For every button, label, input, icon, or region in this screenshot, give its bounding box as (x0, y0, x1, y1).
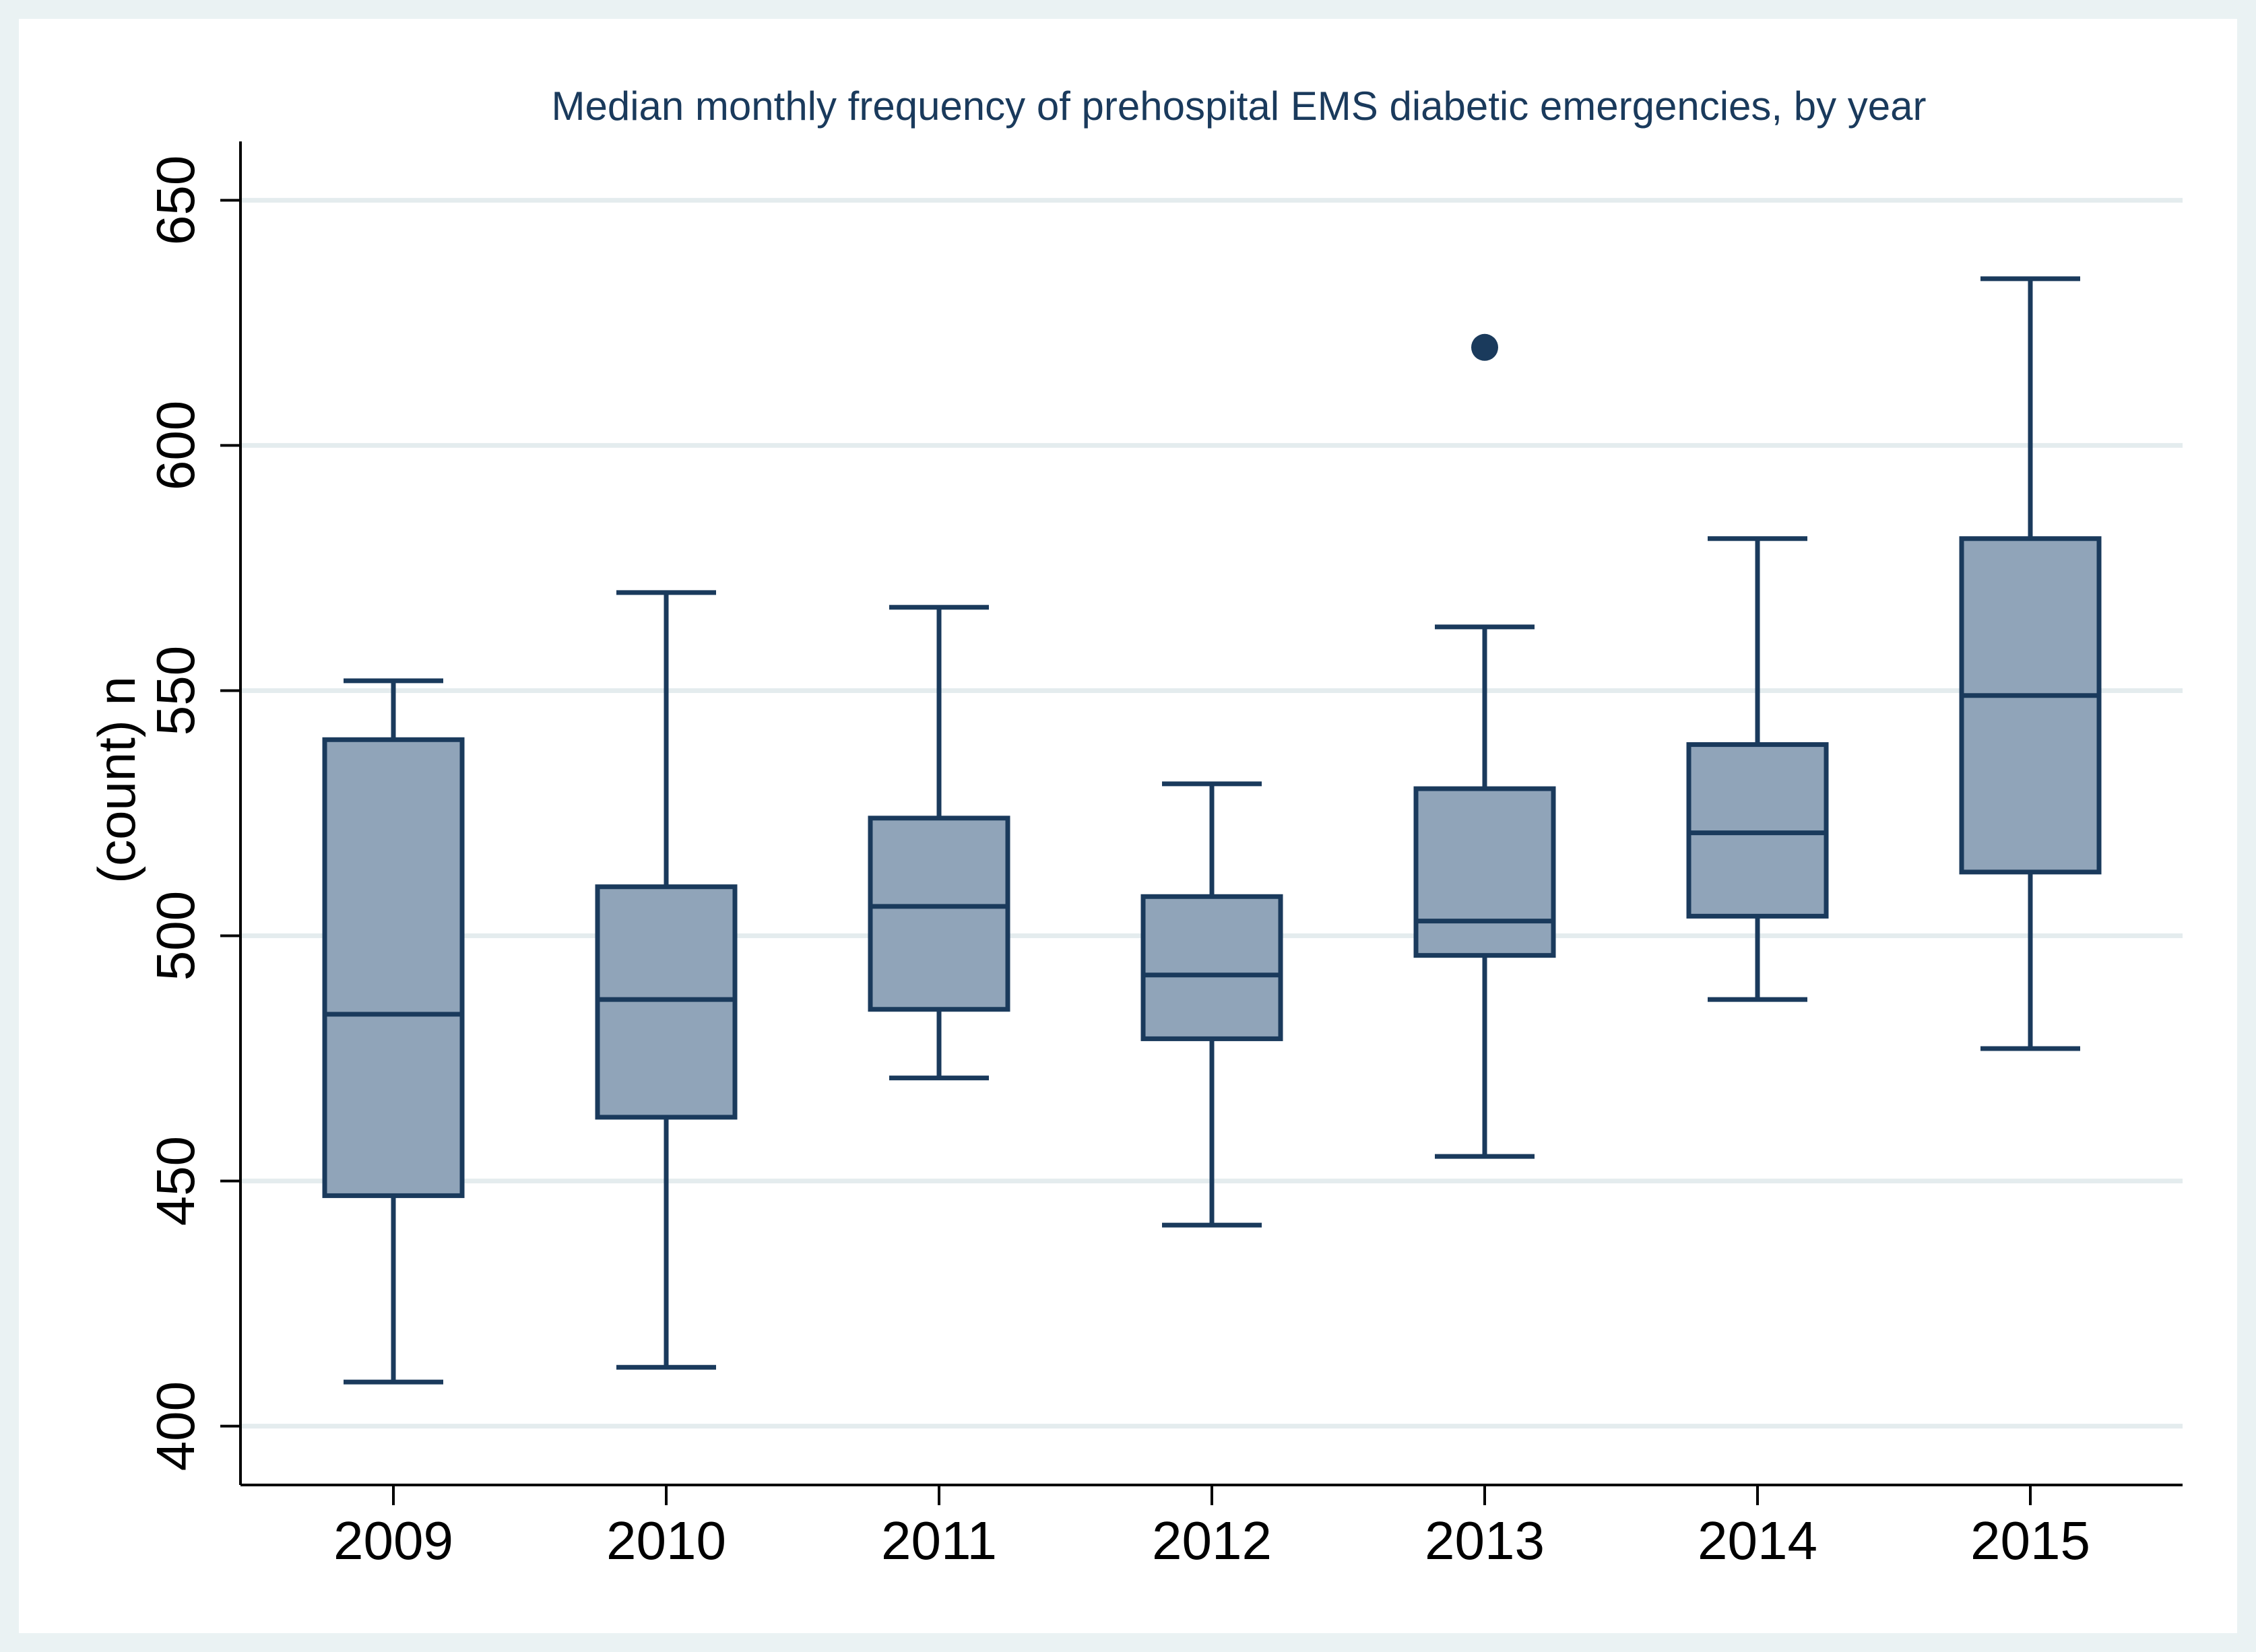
x-tick-label: 2013 (1425, 1511, 1545, 1571)
box-2013 (1413, 333, 1556, 1159)
outlier-point (1471, 333, 1498, 361)
iqr-box (1959, 536, 2102, 875)
iqr-box (322, 737, 465, 1198)
x-tick-label: 2009 (333, 1511, 453, 1571)
box-2011 (868, 605, 1010, 1081)
box-2012 (1140, 781, 1283, 1228)
iqr-box (1140, 894, 1283, 1041)
x-tick-label: 2012 (1152, 1511, 1272, 1571)
box-2015 (1959, 276, 2102, 1051)
iqr-box (1413, 786, 1556, 958)
y-axis-label: (count) n (87, 676, 146, 884)
y-axis-ticks: 400 450 500 550 600 650 (146, 156, 240, 1471)
iqr-box (595, 884, 738, 1120)
y-tick-label: 600 (146, 401, 205, 490)
x-tick-label: 2011 (881, 1511, 997, 1571)
box-2010 (595, 590, 738, 1370)
box-2009 (322, 678, 465, 1385)
iqr-box (868, 816, 1010, 1012)
chart-title: Median monthly frequency of prehospital … (551, 84, 1926, 129)
y-tick-label: 400 (146, 1381, 205, 1471)
y-tick-label: 650 (146, 156, 205, 245)
box-2014 (1686, 536, 1829, 1002)
box-plots (322, 276, 2102, 1385)
y-tick-label: 500 (146, 891, 205, 981)
x-tick-label: 2010 (606, 1511, 726, 1571)
x-tick-label: 2015 (1970, 1511, 2090, 1571)
y-tick-label: 450 (146, 1136, 205, 1226)
x-tick-label: 2014 (1698, 1511, 1817, 1571)
x-axis-ticks: 2009 2010 2011 2012 2013 2014 2015 (333, 1485, 2090, 1571)
y-tick-label: 550 (146, 646, 205, 735)
iqr-box (1686, 742, 1829, 919)
